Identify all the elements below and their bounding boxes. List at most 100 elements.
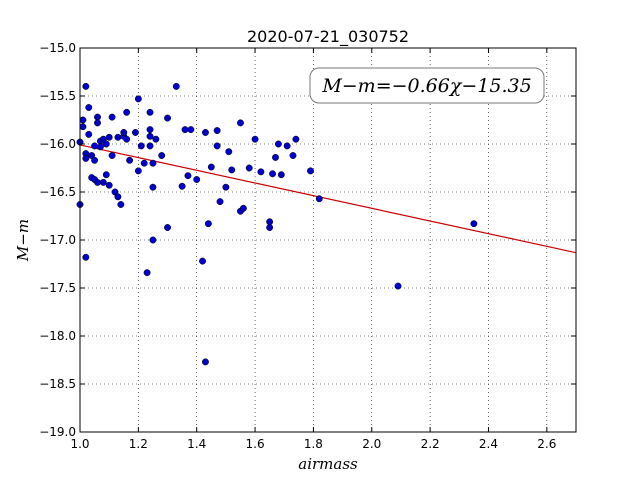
data-point	[91, 142, 99, 150]
data-point	[146, 126, 154, 134]
data-point	[251, 135, 259, 143]
data-point	[202, 129, 209, 136]
data-point	[178, 182, 186, 190]
data-point	[199, 257, 206, 265]
data-point	[213, 142, 221, 150]
data-point	[207, 163, 215, 171]
data-point	[137, 142, 145, 150]
data-point	[134, 167, 142, 175]
data-point	[204, 220, 212, 228]
data-points	[76, 82, 478, 366]
data-point	[102, 171, 110, 179]
data-point	[184, 172, 192, 180]
data-point	[216, 198, 224, 206]
data-point	[91, 156, 99, 164]
data-point	[158, 152, 166, 159]
data-point	[146, 132, 154, 140]
data-point	[96, 143, 104, 151]
data-point	[131, 129, 139, 136]
data-point	[140, 159, 148, 167]
data-point	[193, 176, 201, 183]
data-point	[105, 181, 113, 189]
data-point	[149, 236, 157, 244]
x-tick-label: 2.0	[362, 437, 381, 451]
fit-equation-frame	[309, 67, 545, 104]
data-point	[134, 95, 142, 103]
data-point	[79, 123, 87, 131]
data-point	[307, 167, 314, 175]
x-tick-label: 1.2	[129, 437, 148, 451]
y-tick-label: −18.0	[39, 329, 76, 343]
data-point	[187, 126, 195, 134]
data-point	[289, 152, 297, 159]
y-tick-label: −17.5	[39, 281, 76, 295]
data-point	[102, 140, 110, 148]
y-tick-label: −17.0	[39, 233, 76, 247]
data-point	[181, 126, 189, 134]
data-point	[149, 183, 157, 191]
data-point	[105, 133, 113, 141]
data-point	[202, 358, 209, 366]
x-tick-label: 2.4	[479, 437, 498, 451]
x-tick-label: 1.8	[304, 437, 323, 451]
data-point	[94, 119, 101, 127]
data-point	[225, 148, 233, 156]
data-point	[470, 220, 478, 228]
data-point	[123, 135, 131, 143]
data-point	[292, 135, 300, 143]
x-tick-label: 1.6	[246, 437, 265, 451]
data-point	[146, 142, 154, 150]
data-point	[164, 114, 171, 122]
data-point	[149, 159, 157, 167]
y-tick-label: −16.5	[39, 185, 76, 199]
y-axis-label: M−m	[14, 219, 32, 262]
data-point	[266, 224, 274, 231]
data-point	[108, 152, 116, 159]
data-point	[245, 164, 253, 172]
data-point	[79, 116, 87, 124]
fit-equation-label: M−m=−0.66χ−15.35	[321, 75, 531, 97]
data-point	[274, 140, 282, 148]
fit-line-layer	[79, 144, 577, 254]
data-point	[108, 113, 116, 121]
data-point	[272, 153, 279, 161]
data-point	[146, 108, 154, 116]
x-tick-label: 2.6	[537, 437, 556, 451]
x-axis-label: airmass	[298, 455, 358, 473]
data-point	[94, 113, 101, 121]
y-tick-label: −16.0	[39, 137, 76, 151]
data-point	[277, 171, 285, 179]
data-point	[222, 183, 230, 191]
data-point	[82, 82, 90, 90]
data-point	[269, 170, 277, 178]
x-tick-label: 1.4	[187, 437, 206, 451]
fit-equation-box: M−m=−0.66χ−15.35	[309, 67, 545, 104]
data-point	[85, 130, 93, 138]
data-point	[394, 282, 402, 290]
data-point	[143, 269, 151, 277]
data-point	[266, 218, 274, 226]
data-point	[283, 142, 291, 150]
data-point	[114, 193, 122, 201]
chart-title: 2020-07-21_030752	[247, 27, 409, 47]
data-point	[99, 178, 107, 186]
y-tick-label: −18.5	[39, 377, 76, 391]
x-tick-label: 2.2	[421, 437, 440, 451]
data-point	[120, 129, 128, 136]
data-point	[239, 204, 247, 212]
data-point	[94, 178, 101, 186]
y-tick-label: −19.0	[39, 425, 76, 439]
data-point	[213, 127, 221, 135]
data-point	[228, 166, 236, 174]
axis-ticks: 1.0 1.2 1.4 1.6 1.8 2.0 2.2 2.4 2.6 −15.0 −15.5 −16…	[39, 41, 576, 451]
data-point	[123, 108, 131, 116]
data-point	[172, 82, 180, 90]
y-tick-label: −15.5	[39, 89, 76, 103]
data-point	[85, 104, 93, 111]
data-point	[82, 253, 90, 261]
data-point	[126, 156, 134, 164]
data-point	[82, 154, 90, 162]
data-point	[114, 133, 122, 141]
data-point	[315, 195, 323, 203]
